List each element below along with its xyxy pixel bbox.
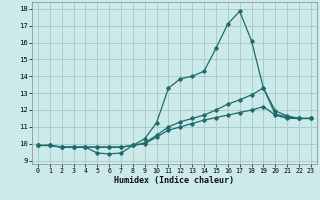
X-axis label: Humidex (Indice chaleur): Humidex (Indice chaleur) <box>115 176 234 185</box>
